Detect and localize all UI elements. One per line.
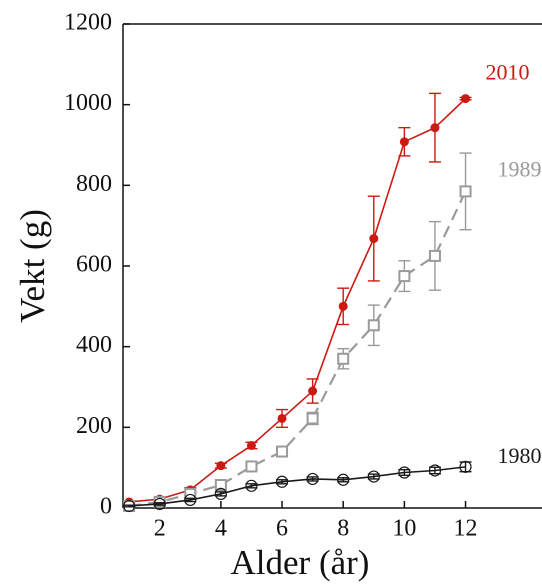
marker bbox=[428, 464, 442, 477]
marker bbox=[337, 473, 350, 486]
marker bbox=[245, 479, 258, 492]
marker bbox=[123, 499, 136, 513]
marker bbox=[245, 460, 258, 473]
marker bbox=[398, 466, 411, 479]
marker bbox=[338, 301, 348, 311]
marker bbox=[214, 479, 227, 492]
marker bbox=[337, 352, 350, 365]
series-line bbox=[129, 466, 466, 507]
marker bbox=[306, 472, 319, 486]
marker bbox=[306, 412, 319, 425]
marker bbox=[459, 460, 472, 473]
y-tick-label: 0 bbox=[100, 494, 112, 520]
x-tick-label: 6 bbox=[276, 516, 288, 542]
x-tick-label: 8 bbox=[337, 516, 349, 542]
x-tick-label: 12 bbox=[454, 516, 478, 542]
marker bbox=[216, 461, 226, 471]
y-axis-title: Vekt (g) bbox=[13, 209, 52, 323]
x-tick-label: 10 bbox=[392, 516, 416, 542]
marker bbox=[367, 470, 380, 483]
marker bbox=[399, 137, 409, 147]
marker bbox=[459, 185, 472, 198]
y-tick-label: 400 bbox=[76, 332, 112, 358]
series-name: 1980 bbox=[498, 443, 542, 468]
x-tick-label: 2 bbox=[154, 516, 166, 542]
series-name: 2010 bbox=[486, 60, 530, 85]
marker bbox=[277, 413, 287, 423]
y-tick-label: 800 bbox=[76, 171, 112, 197]
marker bbox=[398, 270, 411, 283]
marker bbox=[428, 249, 441, 262]
marker bbox=[308, 386, 318, 396]
marker bbox=[275, 475, 289, 488]
series-line bbox=[128, 190, 467, 508]
y-tick-label: 600 bbox=[76, 252, 112, 278]
y-tick-label: 1200 bbox=[64, 10, 112, 36]
y-tick-label: 200 bbox=[76, 413, 112, 439]
marker bbox=[461, 94, 471, 104]
marker bbox=[430, 123, 440, 133]
marker bbox=[184, 493, 197, 507]
marker bbox=[246, 440, 256, 450]
x-axis-title: Alder (år) bbox=[231, 543, 370, 582]
series-name: 1989 bbox=[498, 156, 542, 181]
marker bbox=[367, 319, 380, 332]
y-tick-label: 1000 bbox=[64, 90, 112, 116]
marker bbox=[276, 445, 289, 458]
x-tick-label: 4 bbox=[215, 516, 227, 542]
marker bbox=[369, 234, 379, 244]
series-line bbox=[129, 98, 467, 503]
marker bbox=[214, 487, 227, 500]
marker bbox=[153, 497, 166, 511]
